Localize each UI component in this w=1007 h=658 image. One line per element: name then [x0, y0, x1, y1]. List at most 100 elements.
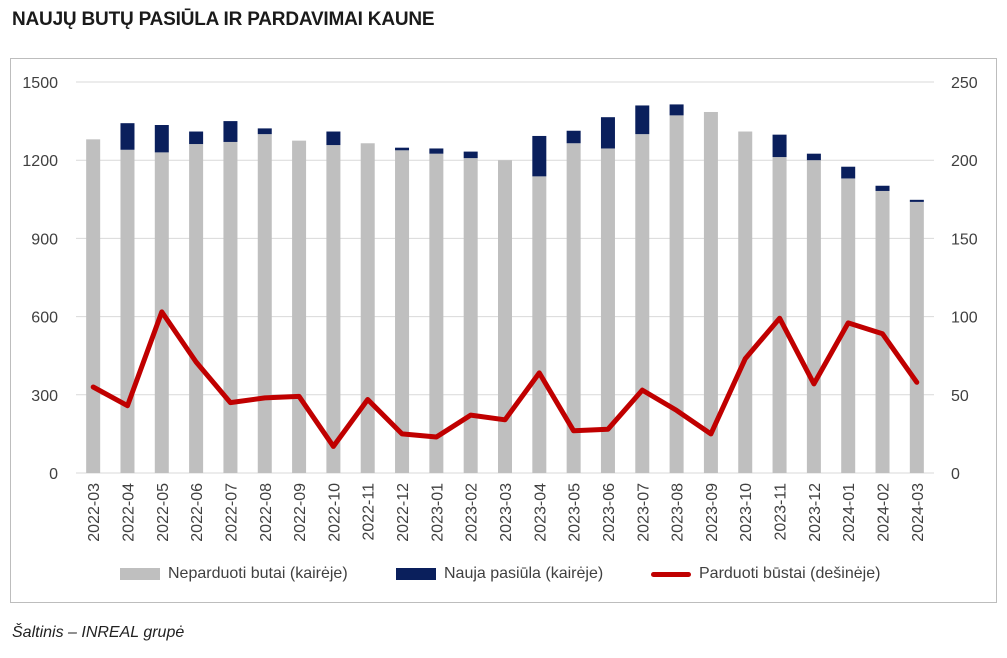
bar-new-supply — [669, 104, 684, 116]
legend-item-sold: Parduoti būstai (dešinėje) — [651, 565, 880, 583]
x-tick-label: 2022-11 — [361, 483, 378, 541]
chart-title: NAUJŲ BUTŲ PASIŪLA IR PARDAVIMAI KAUNE — [12, 9, 435, 30]
bar-unsold — [257, 134, 272, 473]
bar-unsold — [909, 201, 924, 473]
x-tick-label: 2023-08 — [670, 483, 687, 542]
legend-label-sold: Parduoti būstai (dešinėje) — [699, 565, 881, 582]
line-sold-point — [434, 435, 438, 439]
bar-new-supply — [154, 125, 169, 153]
legend-item-new-supply: Nauja pasiūla (kairėje) — [396, 565, 603, 583]
line-sold-point — [846, 321, 850, 325]
line-sold-point — [400, 432, 404, 436]
y-left-tick-label: 1200 — [22, 153, 58, 170]
source-note: Šaltinis – INREAL grupė — [12, 624, 185, 641]
line-sold-point — [640, 388, 644, 392]
legend-swatch-sold — [651, 571, 691, 577]
bar-unsold — [532, 176, 547, 473]
x-tick-label: 2022-08 — [258, 483, 275, 542]
bar-new-supply — [326, 131, 341, 146]
bar-unsold — [772, 157, 787, 473]
bar-unsold — [463, 158, 478, 473]
bar-unsold — [189, 144, 204, 473]
legend-swatch-unsold — [120, 568, 160, 580]
line-sold-point — [263, 396, 267, 400]
bar-unsold — [566, 143, 581, 474]
y-right-tick-label: 50 — [951, 388, 969, 405]
x-tick-label: 2022-07 — [223, 483, 240, 542]
bar-unsold — [223, 141, 238, 473]
y-right-tick-label: 150 — [951, 231, 978, 248]
line-sold-point — [194, 360, 198, 364]
line-sold-point — [537, 371, 541, 375]
x-tick-label: 2023-04 — [532, 483, 549, 542]
x-tick-label: 2023-12 — [807, 483, 824, 542]
y-right-tick-label: 0 — [951, 466, 960, 483]
line-sold-point — [606, 427, 610, 431]
x-tick-label: 2023-05 — [567, 483, 584, 542]
y-left-tick-label: 0 — [49, 466, 58, 483]
bar-unsold — [395, 150, 410, 473]
chart-frame — [10, 58, 997, 603]
bar-unsold — [635, 134, 650, 473]
bar-unsold — [806, 160, 821, 473]
bar-new-supply — [772, 134, 787, 158]
bar-new-supply — [463, 151, 478, 159]
bar-new-supply — [566, 130, 581, 144]
bar-new-supply — [395, 147, 410, 151]
line-sold-point — [915, 380, 919, 384]
chart-legend: Neparduoti butai (kairėje) Nauja pasiūla… — [0, 565, 1007, 587]
legend-swatch-new-supply — [396, 568, 436, 580]
x-tick-label: 2023-06 — [601, 483, 618, 542]
line-sold-point — [743, 357, 747, 361]
bar-unsold — [429, 153, 444, 473]
bar-unsold — [326, 145, 341, 473]
x-tick-label: 2022-12 — [395, 483, 412, 542]
bar-unsold — [738, 131, 753, 473]
bar-unsold — [600, 148, 615, 473]
line-sold-point — [778, 316, 782, 320]
x-tick-label: 2023-02 — [464, 483, 481, 542]
bar-new-supply — [806, 153, 821, 161]
bar-unsold — [360, 143, 375, 474]
x-tick-label: 2022-04 — [120, 483, 137, 542]
line-sold-point — [160, 310, 164, 314]
line-sold-point — [503, 418, 507, 422]
bar-new-supply — [429, 148, 444, 154]
line-sold-point — [228, 401, 232, 405]
x-tick-label: 2022-03 — [86, 483, 103, 542]
x-tick-label: 2023-10 — [738, 483, 755, 542]
x-tick-label: 2023-03 — [498, 483, 515, 542]
bar-new-supply — [875, 185, 890, 191]
x-tick-label: 2023-01 — [429, 483, 446, 542]
line-sold-point — [812, 382, 816, 386]
legend-label-new-supply: Nauja pasiūla (kairėje) — [444, 565, 604, 582]
y-right-tick-label: 250 — [951, 75, 978, 92]
y-right-tick-label: 100 — [951, 310, 978, 327]
bar-new-supply — [841, 166, 856, 179]
x-tick-label: 2023-11 — [773, 483, 790, 541]
x-tick-label: 2023-07 — [635, 483, 652, 542]
bar-unsold — [669, 115, 684, 474]
x-tick-label: 2022-05 — [155, 483, 172, 542]
bar-new-supply — [635, 105, 650, 135]
line-sold-point — [469, 413, 473, 417]
chart-plot: 0 300 600 900 1200 1500 0 50 100 150 200 250 2022-… — [22, 75, 978, 542]
bar-new-supply — [120, 123, 135, 150]
x-tick-label: 2022-06 — [189, 483, 206, 542]
bar-new-supply — [532, 135, 547, 177]
line-sold-point — [709, 432, 713, 436]
legend-label-unsold: Neparduoti butai (kairėje) — [168, 565, 348, 582]
bar-unsold — [120, 149, 135, 474]
legend-item-unsold: Neparduoti butai (kairėje) — [120, 565, 348, 583]
bar-new-supply — [223, 121, 238, 142]
line-sold-point — [91, 385, 95, 389]
line-sold-point — [297, 394, 301, 398]
line-sold-point — [675, 408, 679, 412]
x-tick-label: 2024-03 — [910, 483, 927, 542]
y-left-tick-label: 300 — [31, 388, 58, 405]
x-tick-label: 2024-02 — [876, 483, 893, 542]
bar-new-supply — [909, 199, 924, 202]
line-sold-point — [366, 397, 370, 401]
x-tick-label: 2023-09 — [704, 483, 721, 542]
bar-unsold — [498, 160, 512, 473]
